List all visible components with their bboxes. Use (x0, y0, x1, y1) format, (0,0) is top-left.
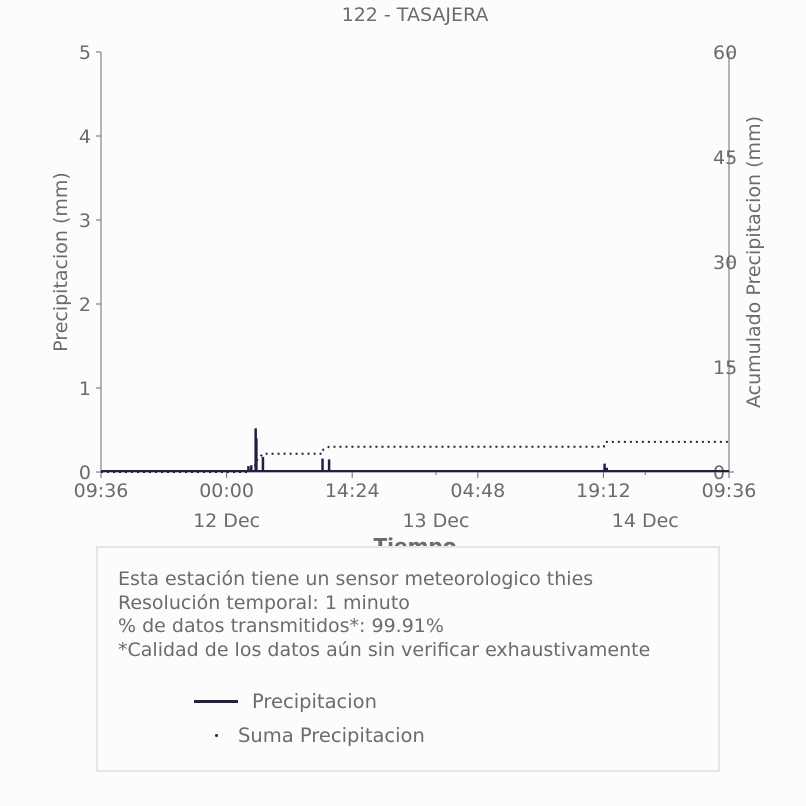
x-tick-label: 14:24 (325, 480, 380, 502)
left-y-tick-label: 3 (79, 210, 91, 232)
x-axis-label: Tiempo (374, 534, 457, 546)
chart-title: 122 - TASAJERA (342, 4, 489, 26)
x-date-label: 13 Dec (402, 510, 469, 532)
right-y-tick-label: 45 (713, 147, 737, 169)
right-y-tick-label: 0 (713, 462, 725, 484)
info-text: Esta estación tiene un sensor meteorolog… (118, 568, 650, 662)
right-y-axis-label: Acumulado Precipitacion (mm) (743, 116, 765, 408)
right-y-tick-label: 30 (713, 252, 737, 274)
legend-dot-icon (194, 733, 238, 737)
left-y-tick-label: 1 (79, 378, 91, 400)
right-y-tick-label: 60 (713, 42, 737, 64)
left-y-tick-label: 4 (79, 126, 91, 148)
info-line-transmitted: % de datos transmitidos*: 99.91% (118, 615, 444, 637)
legend: Precipitacion Suma Precipitacion (194, 684, 425, 752)
x-tick-label: 19:12 (576, 480, 631, 502)
left-y-tick-label: 2 (79, 294, 91, 316)
left-y-tick-label: 5 (79, 42, 91, 64)
right-y-tick-label: 15 (713, 357, 737, 379)
left-y-axis-label: Precipitacion (mm) (50, 172, 72, 352)
x-tick-label: 09:36 (74, 480, 129, 502)
info-line-sensor: Esta estación tiene un sensor meteorolog… (118, 568, 594, 590)
legend-label: Suma Precipitacion (238, 723, 425, 747)
suma-precipitacion-line (101, 440, 729, 473)
x-date-label: 12 Dec (193, 510, 260, 532)
legend-item-suma-precipitacion: Suma Precipitacion (194, 718, 425, 752)
info-box: Esta estación tiene un sensor meteorolog… (96, 546, 720, 772)
x-tick-label: 04:48 (450, 480, 505, 502)
x-date-label: 14 Dec (612, 510, 679, 532)
x-tick-label: 00:00 (199, 480, 254, 502)
x-tick-label: 09:36 (702, 480, 757, 502)
legend-item-precipitacion: Precipitacion (194, 684, 425, 718)
info-line-quality-note: *Calidad de los datos aún sin verificar … (118, 638, 651, 661)
legend-solid-line-icon (194, 699, 238, 703)
legend-label: Precipitacion (252, 689, 377, 713)
left-y-tick-label: 0 (79, 462, 91, 484)
info-line-resolution: Resolución temporal: 1 minuto (118, 591, 410, 614)
